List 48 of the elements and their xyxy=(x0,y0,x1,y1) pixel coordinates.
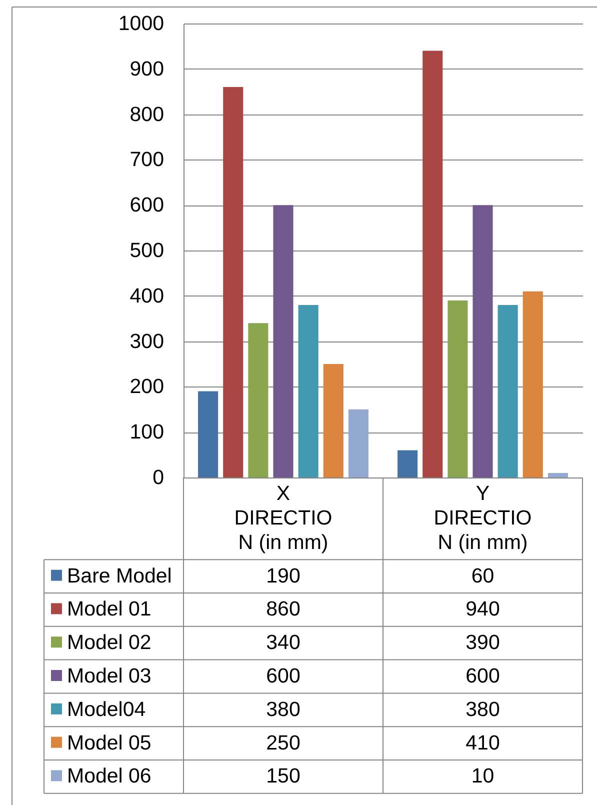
bar xyxy=(548,472,568,478)
bar xyxy=(398,450,418,478)
bar xyxy=(323,364,344,478)
bar xyxy=(248,323,268,478)
bar xyxy=(198,391,218,478)
y-tick-label: 100 xyxy=(130,420,164,444)
data-label: 190 xyxy=(266,564,300,588)
bar xyxy=(448,300,468,478)
data-label: 860 xyxy=(266,598,300,621)
x-tick-label: X DIRECTION (in mm) xyxy=(234,482,332,554)
legend-label: Model 05 xyxy=(67,731,152,754)
bar xyxy=(298,304,318,478)
legend-label: Model 02 xyxy=(67,631,152,654)
data-label: 250 xyxy=(266,731,300,754)
data-label: 600 xyxy=(266,664,300,688)
data-label: 10 xyxy=(471,764,494,788)
y-tick-label: 1000 xyxy=(118,12,164,35)
bar xyxy=(422,50,443,478)
legend-label: Model 01 xyxy=(67,598,152,621)
bar xyxy=(498,304,518,478)
bar xyxy=(223,87,244,478)
data-label: 380 xyxy=(466,698,500,721)
data-label: 380 xyxy=(266,698,300,721)
y-tick-label: 900 xyxy=(130,57,164,80)
legend-label: Model 03 xyxy=(67,664,152,688)
data-label: 60 xyxy=(471,564,494,588)
bar xyxy=(348,409,368,478)
bar xyxy=(273,205,294,478)
data-label: 340 xyxy=(266,631,300,654)
bar xyxy=(472,205,493,478)
bar xyxy=(522,291,543,478)
data-label: 410 xyxy=(466,731,500,754)
x-tick-label: Y DIRECTION (in mm) xyxy=(434,482,532,554)
data-label: 390 xyxy=(466,631,500,654)
y-tick-label: 800 xyxy=(130,102,164,126)
y-tick-label: 300 xyxy=(130,330,164,353)
y-tick-label: 600 xyxy=(130,194,164,217)
y-tick-label: 400 xyxy=(130,284,164,308)
data-label: 600 xyxy=(466,664,500,688)
legend-label: Model 06 xyxy=(67,764,152,788)
legend-label: Bare Model xyxy=(67,564,172,588)
y-tick-label: 700 xyxy=(130,148,164,172)
y-tick-label: 0 xyxy=(152,466,164,489)
data-label: 150 xyxy=(266,764,300,788)
y-tick-label: 500 xyxy=(130,239,164,262)
y-tick-label: 200 xyxy=(130,375,164,398)
legend-label: Model04 xyxy=(67,698,146,721)
data-label: 940 xyxy=(466,598,500,621)
